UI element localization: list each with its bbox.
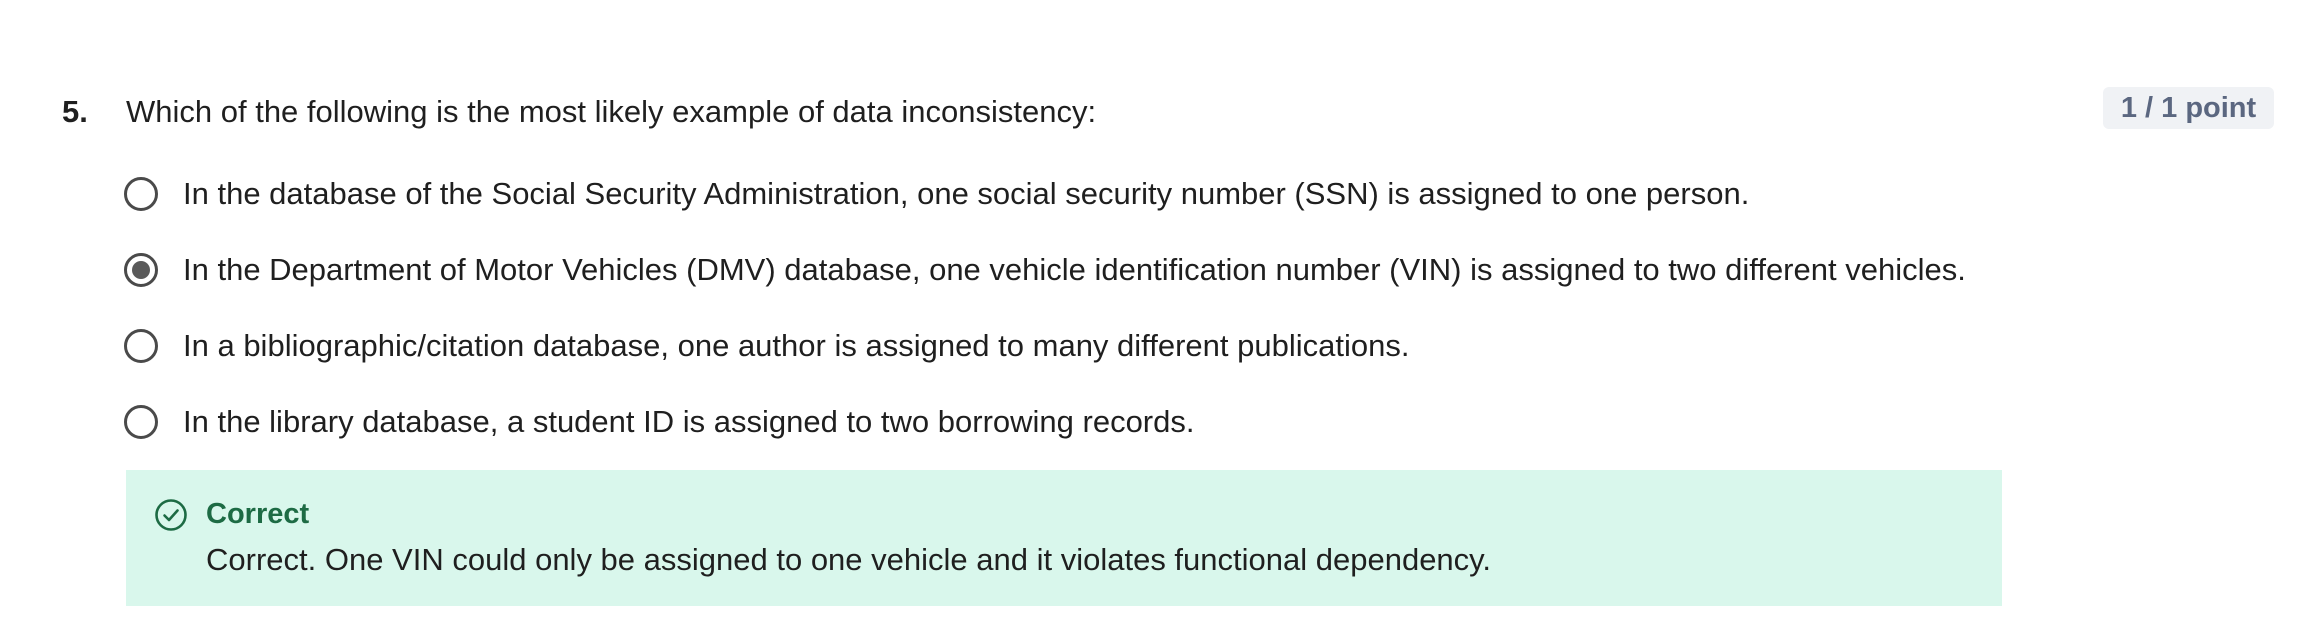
question-text: Which of the following is the most likel… [126,94,1097,129]
option-1[interactable]: In the database of the Social Security A… [124,172,1749,216]
points-badge: 1 / 1 point [2103,87,2274,129]
option-label-1: In the database of the Social Security A… [183,176,1750,211]
check-circle-icon [155,499,187,531]
option-3[interactable]: In a bibliographic/citation database, on… [124,324,1409,368]
radio-button-3[interactable] [124,329,158,363]
radio-button-2-selected[interactable] [124,253,158,287]
radio-button-4[interactable] [124,405,158,439]
feedback-text: Correct. One VIN could only be assigned … [206,542,1491,577]
radio-button-1[interactable] [124,177,158,211]
radio-selected-dot [132,261,150,279]
feedback-title: Correct [206,498,310,530]
option-label-3: In a bibliographic/citation database, on… [183,328,1410,363]
option-label-4: In the library database, a student ID is… [183,404,1195,439]
feedback-panel: Correct Correct. One VIN could only be a… [126,470,2002,606]
option-4[interactable]: In the library database, a student ID is… [124,400,1194,444]
question-number: 5. [62,94,88,129]
option-label-2: In the Department of Motor Vehicles (DMV… [183,252,1966,287]
option-2[interactable]: In the Department of Motor Vehicles (DMV… [124,248,1966,292]
